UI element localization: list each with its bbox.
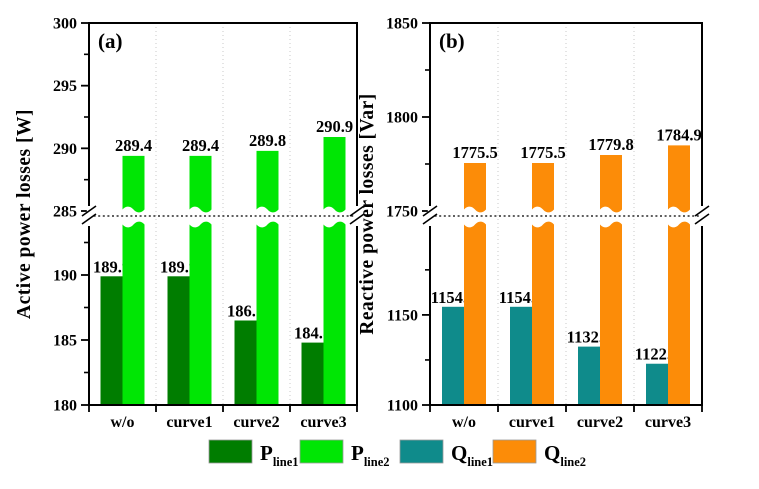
legend-swatch bbox=[208, 439, 253, 464]
bar-value-label: 1779.8 bbox=[588, 135, 633, 154]
legend-swatch bbox=[299, 439, 344, 464]
bar-Q_line2-upper bbox=[532, 163, 554, 213]
legend-item-P-line2: Pline2 bbox=[299, 439, 390, 469]
legend-item-Q-line2: Qline2 bbox=[492, 439, 586, 469]
bar-Q_line1 bbox=[578, 346, 600, 405]
legend-label-subscript: line1 bbox=[273, 455, 299, 469]
y-tick-label: 185 bbox=[53, 333, 77, 350]
bar-value-label: 184.8 bbox=[294, 324, 331, 343]
break-slash bbox=[349, 213, 365, 225]
y-tick-label: 1150 bbox=[387, 307, 418, 324]
y-tick-label: 190 bbox=[53, 268, 77, 285]
bar-Q_line2-lower bbox=[668, 221, 690, 405]
bar-value-label: 1784.9 bbox=[656, 125, 701, 144]
x-category-label: curve1 bbox=[509, 414, 555, 431]
bar-P_line2-lower bbox=[256, 221, 279, 405]
x-category-label: curve3 bbox=[645, 414, 691, 431]
legend-item-P-line1: Pline1 bbox=[208, 439, 299, 469]
bar-value-label: 289.4 bbox=[182, 136, 219, 155]
y-tick-label: 295 bbox=[53, 78, 77, 95]
y-tick-label: 1750 bbox=[386, 204, 418, 221]
x-category-label: w/o bbox=[111, 414, 135, 431]
bar-Q_line1 bbox=[510, 306, 532, 405]
break-frame-gap bbox=[86, 206, 92, 226]
y-tick-label: 1800 bbox=[386, 110, 418, 127]
legend-item-Q-line1: Qline1 bbox=[399, 439, 493, 469]
panel-letter: (b) bbox=[439, 29, 465, 53]
y-tick-label: 1100 bbox=[387, 398, 418, 415]
bar-Q_line2-lower bbox=[464, 221, 486, 405]
legend-label-subscript: line2 bbox=[364, 455, 390, 469]
bar-P_line2-lower bbox=[122, 221, 145, 405]
legend: Pline1 Pline2 Qline1 Qline2 bbox=[208, 439, 586, 469]
legend-label: Pline1 bbox=[260, 441, 299, 469]
bar-value-label: 189.9 bbox=[93, 257, 130, 276]
bar-value-label: 289.8 bbox=[249, 131, 286, 150]
y-tick-label: 290 bbox=[53, 141, 77, 158]
bar-value-label: 189.9 bbox=[160, 257, 197, 276]
legend-label: Qline1 bbox=[451, 441, 493, 469]
y-tick-label: 300 bbox=[53, 16, 77, 33]
bar-P_line1 bbox=[234, 320, 257, 405]
break-frame-gap bbox=[427, 206, 433, 226]
legend-swatch bbox=[399, 439, 444, 464]
bar-P_line2-upper bbox=[323, 137, 346, 213]
x-category-label: curve2 bbox=[577, 414, 623, 431]
bar-P_line2-upper bbox=[256, 150, 279, 213]
x-category-label: curve3 bbox=[300, 414, 346, 431]
break-slash bbox=[81, 205, 97, 217]
legend-label-subscript: line2 bbox=[560, 455, 586, 469]
legend-swatch bbox=[492, 439, 537, 464]
bar-Q_line1 bbox=[442, 306, 464, 405]
bar-value-label: 1775.5 bbox=[452, 143, 497, 162]
bar-value-label: 290.9 bbox=[316, 117, 353, 136]
bar-P_line2-upper bbox=[122, 155, 145, 213]
break-slash bbox=[81, 213, 97, 225]
break-slash bbox=[422, 205, 438, 217]
bar-Q_line2-upper bbox=[464, 163, 486, 213]
x-category-label: curve2 bbox=[233, 414, 279, 431]
y-tick-label: 285 bbox=[53, 204, 77, 221]
y-tick-label: 180 bbox=[53, 398, 77, 415]
break-frame-gap bbox=[354, 206, 360, 226]
bar-Q_line1 bbox=[646, 363, 668, 405]
bar-Q_line2-lower bbox=[532, 221, 554, 405]
y-tick-label: 1850 bbox=[386, 16, 418, 33]
break-slash bbox=[349, 205, 365, 217]
break-slash bbox=[694, 205, 710, 217]
bar-P_line2-lower bbox=[323, 221, 346, 405]
bar-P_line1 bbox=[167, 276, 190, 405]
break-slash bbox=[422, 213, 438, 225]
bar-Q_line2-upper bbox=[600, 154, 622, 213]
bar-Q_line2-lower bbox=[600, 221, 622, 405]
bar-P_line1 bbox=[100, 276, 123, 405]
bar-value-label: 289.4 bbox=[115, 136, 152, 155]
bar-Q_line2-upper bbox=[668, 145, 690, 213]
y-axis-title: Active power losses [W] bbox=[14, 109, 35, 319]
x-category-label: w/o bbox=[452, 414, 476, 431]
legend-label: Pline2 bbox=[351, 441, 390, 469]
bar-value-label: 186.5 bbox=[227, 302, 264, 321]
panel-b: 1154.51775.5w/o1154.51775.5curve11132.41… bbox=[357, 16, 710, 431]
bar-P_line1 bbox=[301, 342, 324, 405]
break-slash bbox=[694, 213, 710, 225]
bar-P_line2-upper bbox=[189, 155, 212, 213]
legend-label: Qline2 bbox=[544, 441, 586, 469]
legend-label-subscript: line1 bbox=[467, 455, 493, 469]
x-category-label: curve1 bbox=[166, 414, 212, 431]
break-frame-gap bbox=[699, 206, 705, 226]
bar-P_line2-lower bbox=[189, 221, 212, 405]
panel-a: 189.9 289.4 w/o 189.9 289.4 curve1 186.5 289.8 c… bbox=[14, 16, 365, 431]
y-axis-title: Reactive power losses [Var] bbox=[357, 93, 378, 335]
panel-letter: (a) bbox=[98, 29, 123, 53]
bar-value-label: 1775.5 bbox=[520, 143, 565, 162]
